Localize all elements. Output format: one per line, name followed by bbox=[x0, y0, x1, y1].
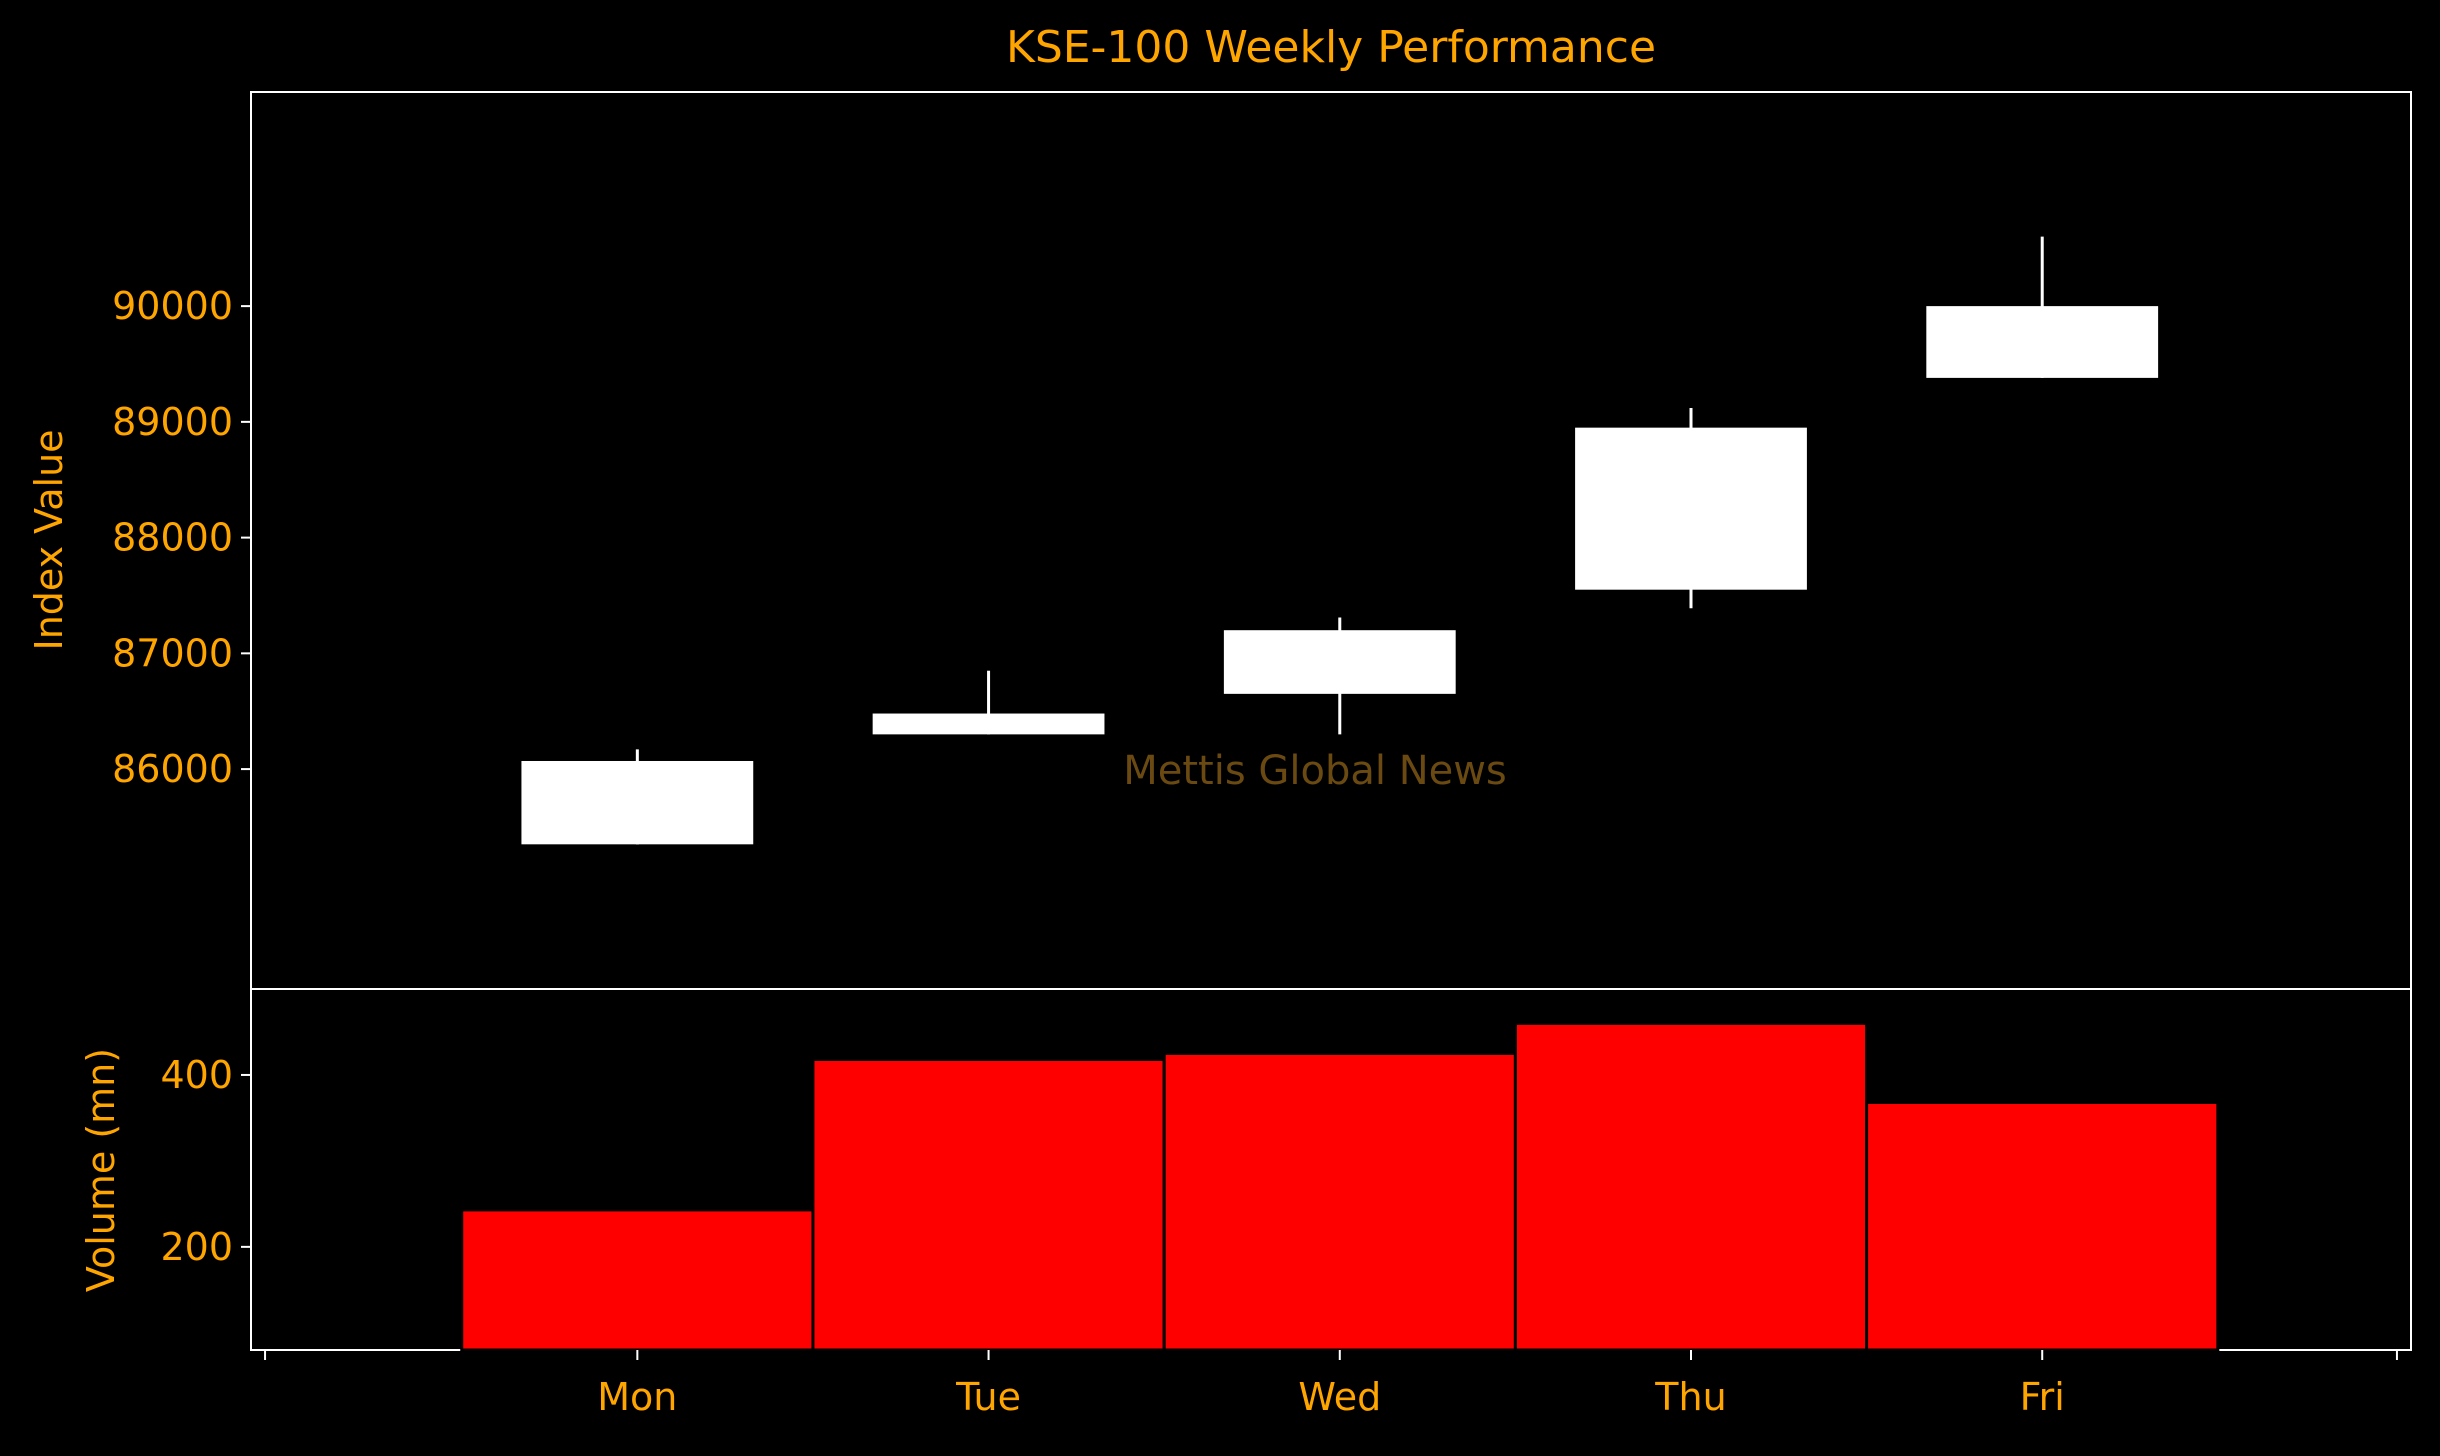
watermark-text: Mettis Global News bbox=[1123, 748, 1507, 794]
price-y-tick-label: 90000 bbox=[112, 284, 233, 328]
volume-bar bbox=[1162, 1051, 1517, 1352]
x-tick-label: Mon bbox=[597, 1375, 677, 1419]
x-tick-label: Thu bbox=[1654, 1375, 1726, 1419]
volume-y-axis-label: Volume (mn) bbox=[79, 1048, 123, 1292]
volume-bar bbox=[811, 1057, 1166, 1352]
price-y-tick-label: 87000 bbox=[112, 631, 233, 675]
price-y-tick-label: 89000 bbox=[112, 400, 233, 444]
price-y-axis-label: Index Value bbox=[27, 429, 71, 650]
price-y-ticks: 86000 87000 88000 89000 90000 bbox=[112, 284, 251, 791]
candle-body bbox=[1575, 427, 1807, 590]
volume-bar bbox=[1865, 1100, 2220, 1352]
x-tick-label: Wed bbox=[1298, 1375, 1381, 1419]
price-panel: 86000 87000 88000 89000 90000 Mettis Global … bbox=[27, 91, 2412, 990]
volume-bar bbox=[460, 1208, 815, 1352]
candle-body bbox=[1926, 306, 2159, 378]
candle-body bbox=[872, 713, 1105, 735]
x-tick-label: Tue bbox=[955, 1375, 1021, 1419]
price-y-tick-label: 86000 bbox=[112, 747, 233, 791]
x-tick-label: Fri bbox=[2020, 1375, 2065, 1419]
volume-y-tick-label: 200 bbox=[160, 1225, 233, 1269]
volume-bars bbox=[460, 1021, 2220, 1352]
volume-y-tick-label: 400 bbox=[160, 1053, 233, 1097]
volume-bar bbox=[1513, 1021, 1869, 1352]
candle-body bbox=[521, 760, 754, 845]
candle-body bbox=[1223, 630, 1456, 694]
volume-y-ticks: 200 400 bbox=[160, 1053, 251, 1269]
chart-title: KSE-100 Weekly Performance bbox=[1006, 22, 1656, 73]
candlesticks bbox=[521, 236, 2159, 845]
volume-panel: 200 400 Mon Tue Wed Thu Fri Volume (mn) bbox=[79, 988, 2412, 1419]
x-axis-ticks: Mon Tue Wed Thu Fri bbox=[264, 1350, 2398, 1419]
price-y-tick-label: 88000 bbox=[112, 516, 233, 560]
